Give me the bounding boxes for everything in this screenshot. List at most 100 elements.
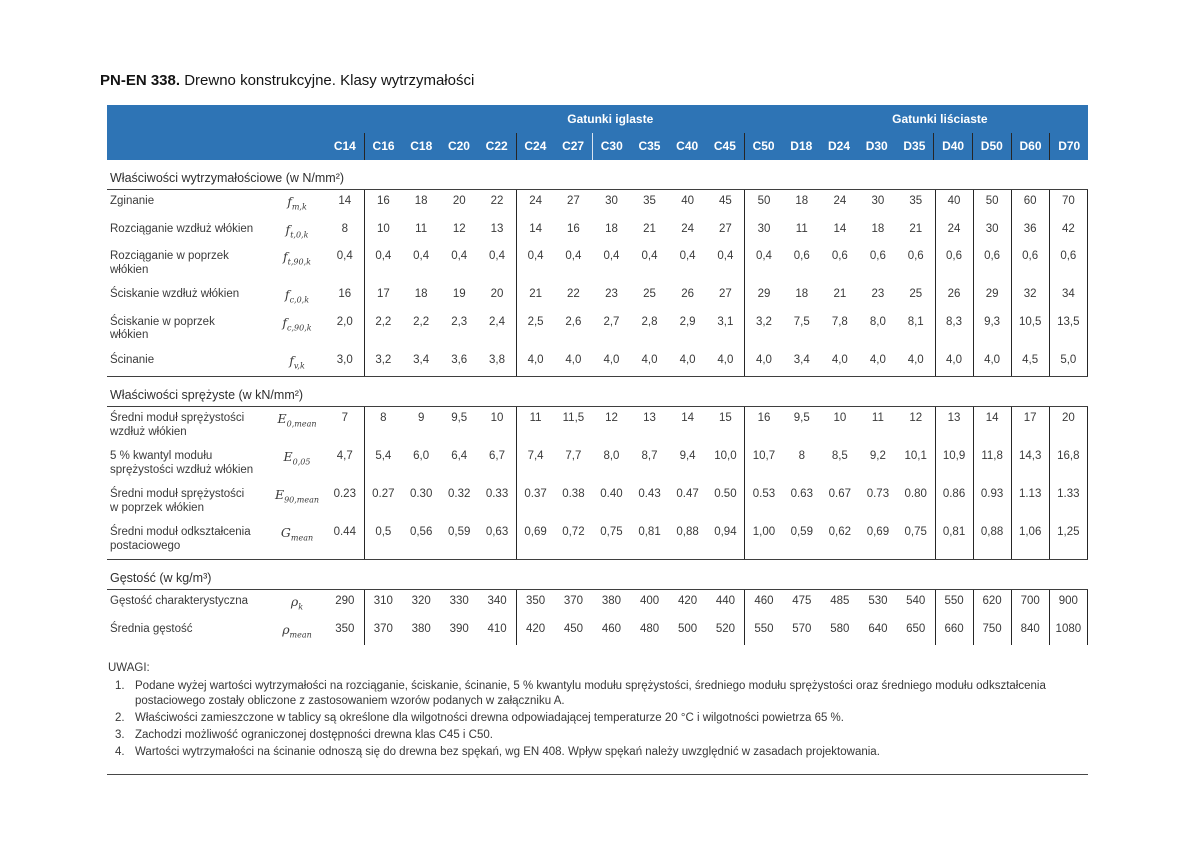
value-cell-C45: 0.50 — [714, 488, 737, 500]
value-cell-D18: 7,5 — [793, 315, 810, 328]
value-cell-D60: 840 — [1010, 617, 1050, 645]
class-header-D24: D24 — [827, 139, 850, 153]
value-cell-D30: 30 — [871, 195, 885, 207]
value-cell-D24: 580 — [830, 622, 850, 635]
value-cell-D50: 14 — [972, 406, 1012, 445]
value-cell-C45: 27 — [719, 222, 732, 235]
value-cell-C40: 420 — [678, 595, 698, 607]
value-cell-C27: 450 — [563, 622, 583, 635]
value-cell-D35: 650 — [906, 622, 926, 635]
value-cell-D70: 16,8 — [1048, 445, 1089, 483]
value-cell-D30: 4,0 — [858, 348, 897, 377]
value-cell-D24: 485 — [830, 595, 850, 607]
value-cell-C30: 0.40 — [600, 488, 623, 500]
value-cell-C30: 30 — [605, 195, 618, 207]
section-title: Właściwości wytrzymałościowe (w N/mm²) — [107, 160, 1088, 190]
symbol-subscript: c,0,k — [289, 295, 310, 305]
value-cell-D50: 50 — [972, 189, 1012, 218]
row-label: Ściskanie wzdłuż włókien — [110, 288, 240, 300]
row-label: Średnia gęstość — [110, 622, 193, 635]
value-cell-C30: 0,4 — [603, 250, 620, 262]
value-cell-C40: 40 — [681, 195, 694, 207]
value-cell-D24: 8,5 — [831, 450, 848, 462]
value-cell-C40: 2,9 — [679, 315, 696, 328]
value-cell-C24: 420 — [515, 617, 555, 645]
value-cell-D24: 14 — [833, 222, 847, 235]
class-header-C30: C30 — [591, 133, 631, 160]
value-cell-C14: 0.44 — [326, 521, 365, 560]
value-cell-C30: 18 — [605, 222, 618, 235]
class-header-D30: D30 — [865, 139, 888, 153]
value-cell-C16: 10 — [363, 217, 403, 245]
value-cell-C22: 10 — [490, 412, 504, 424]
value-cell-D70: 42 — [1048, 217, 1089, 245]
class-header-D70: D70 — [1049, 133, 1088, 160]
note-item: 1. Podane wyżej wartości wytrzymałości na… — [115, 679, 1088, 709]
value-cell-C16: 8 — [363, 406, 403, 445]
value-cell-C35: 21 — [643, 222, 656, 235]
value-cell-C18: 9 — [417, 412, 425, 424]
class-header-C14: C14 — [333, 139, 356, 153]
value-cell-C40: 500 — [678, 622, 698, 635]
value-cell-D60: 1,06 — [1010, 521, 1050, 560]
value-cell-C30: 380 — [601, 595, 622, 607]
row-label: Zginanie — [110, 195, 155, 207]
value-cell-D18: 570 — [792, 622, 812, 635]
table-body: Właściwości wytrzymałościowe (w N/mm²) Zg… — [107, 160, 1089, 645]
row-symbol: fm,k — [268, 190, 326, 218]
row-symbol: fv,k — [268, 348, 326, 377]
symbol-base: f — [289, 352, 294, 368]
value-cell-D24: 24 — [833, 195, 847, 207]
value-cell-C22: 0,63 — [478, 521, 517, 560]
value-cell-C18: 320 — [411, 595, 431, 607]
value-cell-D18: 18 — [795, 288, 809, 300]
row-symbol: E90,mean — [268, 483, 326, 521]
value-cell-C24: 14 — [515, 217, 555, 245]
value-cell-C35: 2,8 — [641, 315, 658, 328]
value-cell-D24: 0,62 — [820, 521, 859, 560]
value-cell-C45: 0,4 — [717, 250, 734, 262]
value-cell-C16: 0.27 — [363, 483, 403, 521]
symbol-subscript: mean — [289, 630, 312, 639]
value-cell-C16: 0,5 — [363, 521, 403, 560]
note-item: 3. Zachodzi możliwość ograniczonej dostęp… — [115, 728, 1088, 743]
value-cell-D60: 32 — [1010, 283, 1050, 311]
strength-class-table: Gatunki iglaste Gatunki liściaste C14 C16… — [107, 105, 1089, 775]
value-cell-D30: 11 — [871, 412, 884, 424]
notes-heading: UWAGI: — [108, 662, 150, 674]
value-cell-D50: 9,3 — [972, 310, 1012, 349]
value-cell-D50: 620 — [972, 589, 1012, 618]
value-cell-C27: 2,6 — [565, 315, 582, 328]
value-cell-C22: 3,8 — [478, 348, 517, 377]
value-cell-C22: 0,4 — [489, 250, 506, 262]
row-label: 5 % kwantyl modułu sprężystości wzdłuż w… — [110, 450, 254, 476]
value-cell-C35: 480 — [639, 622, 660, 635]
value-cell-D24: 0.67 — [828, 488, 852, 500]
value-cell-C14: 2,0 — [336, 315, 353, 328]
value-cell-C35: 13 — [643, 412, 656, 424]
value-cell-C16: 3,2 — [363, 348, 403, 377]
symbol-base: G — [280, 525, 291, 540]
value-cell-C30: 2,7 — [603, 315, 620, 328]
value-cell-C35: 4,0 — [630, 348, 669, 377]
class-header-D60: D60 — [1010, 133, 1050, 160]
value-cell-C50: 550 — [744, 617, 783, 645]
value-cell-C18: 11 — [415, 222, 428, 235]
value-cell-C40: 0,4 — [679, 250, 696, 262]
value-cell-C22: 6,7 — [489, 450, 506, 462]
symbol-subscript: v,k — [293, 361, 305, 370]
value-cell-C24: 0.37 — [515, 483, 555, 521]
row-symbol: fc,0,k — [268, 283, 326, 311]
value-cell-C50: 4,0 — [744, 348, 783, 377]
symbol-base: ρ — [290, 594, 299, 609]
value-cell-C18: 0,56 — [402, 521, 441, 560]
class-header-C40: C40 — [676, 139, 699, 153]
value-cell-C50: 460 — [744, 589, 783, 618]
value-cell-C18: 0.30 — [409, 488, 433, 500]
page-title: PN-EN 338. Drewno konstrukcyjne. Klasy w… — [100, 72, 474, 89]
symbol-subscript: 0,05 — [292, 457, 311, 467]
page-title-code: PN-EN 338. — [100, 72, 181, 89]
note-text: Wartości wytrzymałości na ścinanie odnos… — [135, 746, 880, 758]
value-cell-C45: 0,94 — [706, 521, 745, 560]
value-cell-C20: 9,5 — [451, 412, 468, 424]
